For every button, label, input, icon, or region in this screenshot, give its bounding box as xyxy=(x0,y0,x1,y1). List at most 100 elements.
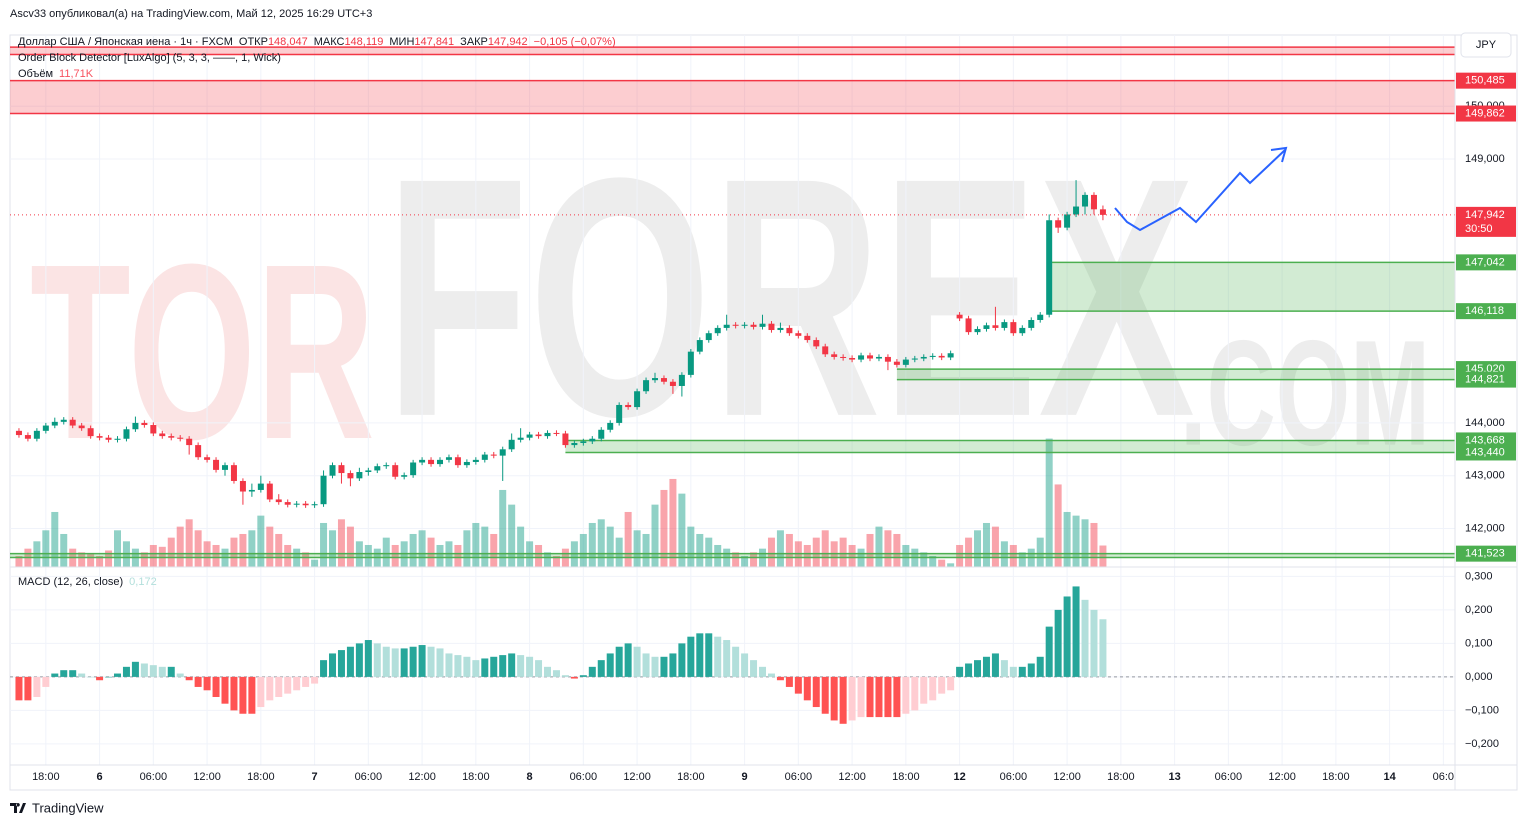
volume-bar xyxy=(893,533,901,567)
volume-bar xyxy=(212,544,220,567)
candle-body xyxy=(69,419,76,426)
macd-bar xyxy=(893,676,901,718)
volume-bar xyxy=(87,554,95,567)
candle-body xyxy=(786,327,793,334)
macd-bar xyxy=(956,666,964,677)
macd-bar xyxy=(526,656,534,677)
x-tick-label: 12:00 xyxy=(193,771,221,783)
macd-bar xyxy=(911,676,919,711)
macd-bar xyxy=(24,676,32,701)
volume-bar xyxy=(1081,519,1089,567)
candle-body xyxy=(732,324,739,326)
macd-bar xyxy=(149,665,157,677)
candle-body xyxy=(669,381,676,386)
order-block xyxy=(10,553,1455,558)
volume-bar xyxy=(176,526,184,567)
macd-tick-label: 0,100 xyxy=(1465,637,1493,649)
macd-bar xyxy=(767,673,775,677)
candle-body xyxy=(293,503,300,505)
volume-bar xyxy=(517,526,525,567)
candle-body xyxy=(239,480,246,492)
candle-body xyxy=(813,340,820,347)
candle-body xyxy=(634,391,641,408)
axis-layer: 18:00 6 06:00 12:00 18:00 7 06:00 12:00 18:00 8 06… xyxy=(32,72,1516,783)
x-tick-label: 9 xyxy=(742,771,748,783)
candle-body xyxy=(1064,214,1071,228)
macd-tick-label: −0,200 xyxy=(1465,738,1499,750)
watermark-red: TOR xyxy=(30,212,375,491)
candle-body xyxy=(1082,194,1089,207)
volume-bar xyxy=(481,526,489,567)
macd-bar xyxy=(427,646,435,677)
macd-bar xyxy=(875,676,883,718)
candle-body xyxy=(759,323,766,327)
candle-body xyxy=(1037,314,1044,320)
x-tick-label: 06:00 xyxy=(570,771,598,783)
macd-bar xyxy=(902,676,910,714)
macd-bar xyxy=(481,658,489,677)
macd-bar xyxy=(78,673,86,677)
volume-bar xyxy=(947,563,955,567)
volume-bar xyxy=(624,511,632,567)
volume-bar xyxy=(194,530,202,567)
macd-bar xyxy=(1036,656,1044,677)
macd-bar xyxy=(633,646,641,677)
macd-bar xyxy=(122,666,130,677)
candle-body xyxy=(1046,220,1053,315)
candle-body xyxy=(705,333,712,341)
open-value: 148,047 xyxy=(268,36,308,48)
zone-label: 150,485 xyxy=(1465,75,1505,87)
volume-value: 11,71K xyxy=(59,68,94,80)
volume-bar xyxy=(248,530,256,567)
publisher: Ascv33 опубликовал(а) на TradingView.com… xyxy=(10,8,372,20)
macd-bar xyxy=(257,676,265,708)
x-tick-label: 18:00 xyxy=(247,771,275,783)
macd-bar xyxy=(490,656,498,677)
x-tick-label: 12:00 xyxy=(408,771,436,783)
last-price-box xyxy=(1456,206,1516,237)
macd-bar xyxy=(723,640,731,677)
candle-body xyxy=(696,340,703,352)
candle-body xyxy=(902,359,909,365)
chart-frame xyxy=(9,34,1518,791)
macd-bar xyxy=(1099,619,1107,677)
candle-body xyxy=(186,438,193,446)
x-tick-label: 18:00 xyxy=(1322,771,1350,783)
volume-bar xyxy=(409,533,417,567)
currency[interactable]: JPY xyxy=(1476,39,1497,51)
volume-bar xyxy=(329,530,337,567)
macd-bar xyxy=(714,636,722,677)
candle-body xyxy=(795,333,802,336)
volume-bar xyxy=(982,522,990,567)
volume-bar xyxy=(884,530,892,567)
volume-bar xyxy=(382,537,390,567)
candle-body xyxy=(454,457,461,466)
x-tick-label: 12:00 xyxy=(1268,771,1296,783)
high-value: 148,119 xyxy=(344,36,383,48)
macd-bar xyxy=(337,650,345,677)
order-block xyxy=(10,80,1455,114)
volume-bar xyxy=(230,537,238,567)
volume-bar xyxy=(302,552,310,567)
macd-bar xyxy=(669,653,677,677)
candle-body xyxy=(302,503,309,506)
volume-bar xyxy=(803,544,811,567)
x-tick-label: 12 xyxy=(953,771,965,783)
candle-body xyxy=(150,425,157,434)
zone-label: 143,440 xyxy=(1465,446,1505,458)
candle-body xyxy=(589,438,596,442)
zone-label: 149,862 xyxy=(1465,107,1505,119)
macd-bar xyxy=(167,666,175,677)
macd-bar xyxy=(920,676,928,704)
candle-body xyxy=(607,422,614,430)
macd-bar xyxy=(445,653,453,677)
currency-box[interactable] xyxy=(1460,32,1512,58)
volume-bar xyxy=(266,526,274,567)
volume-bar xyxy=(346,526,354,567)
volume-bar xyxy=(257,515,265,567)
volume-bar xyxy=(579,533,587,567)
candle-body xyxy=(230,465,237,481)
x-tick-label: 6 xyxy=(97,771,103,783)
macd-bar xyxy=(400,648,408,677)
macd-bar xyxy=(15,676,23,701)
